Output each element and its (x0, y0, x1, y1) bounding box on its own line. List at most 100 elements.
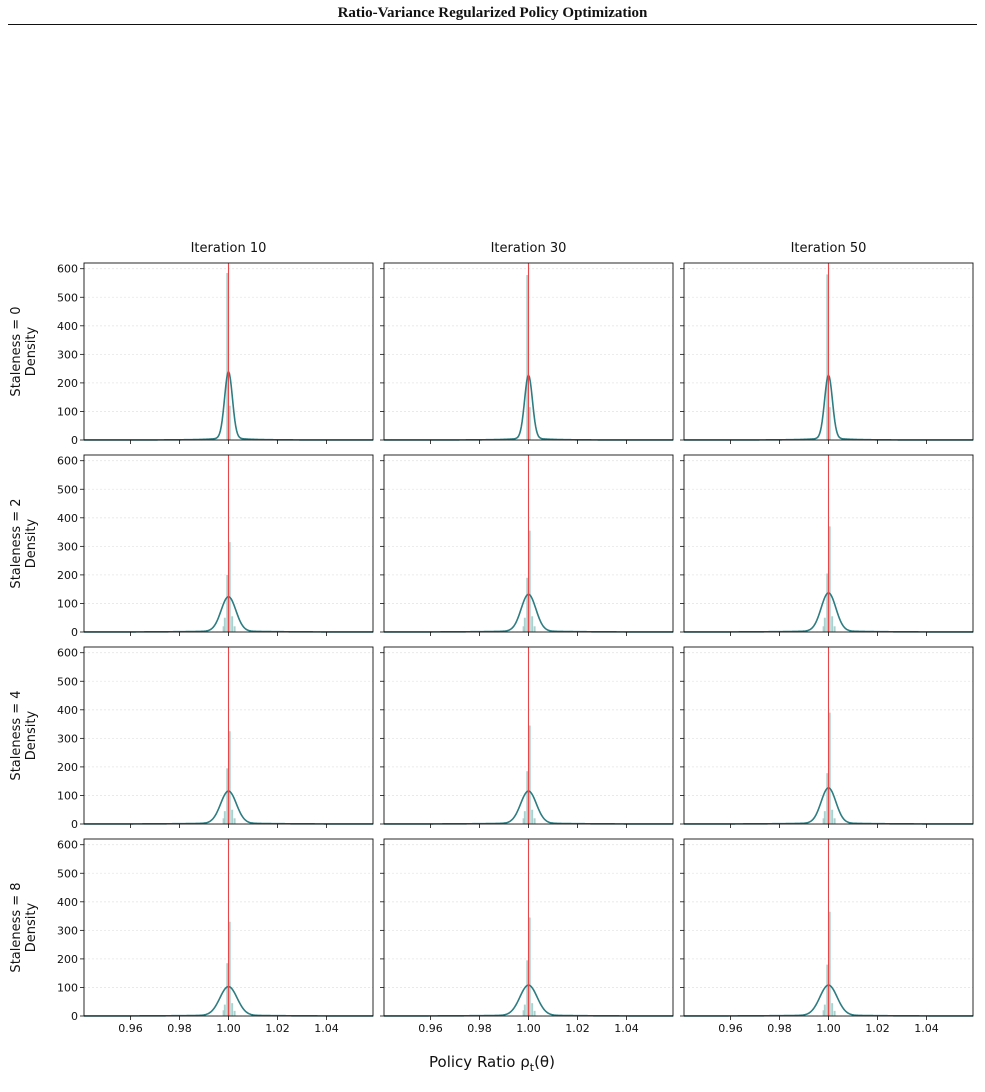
y-tick-label: 600 (57, 263, 78, 276)
histogram-bar (228, 542, 231, 632)
row-label-density: Density (24, 326, 39, 376)
row-label-staleness: Staleness = 0 (9, 306, 24, 396)
panel: 0.96 0.98 1.00 1.02 1.04 (380, 838, 674, 1035)
y-tick-label: 0 (71, 434, 78, 447)
y-tick-label: 400 (57, 704, 78, 717)
histogram-bar (528, 725, 531, 824)
y-tick-label: 400 (57, 896, 78, 909)
x-tick-label: 0.98 (767, 1022, 792, 1035)
y-tick-label: 200 (57, 761, 78, 774)
histogram-bar (531, 1003, 534, 1016)
paper-running-title: Ratio-Variance Regularized Policy Optimi… (337, 5, 648, 21)
y-tick-label: 0 (71, 1010, 78, 1023)
y-tick-label: 400 (57, 320, 78, 333)
histogram-bar (533, 626, 536, 632)
panel (680, 262, 974, 444)
x-tick-label: 1.04 (314, 1022, 339, 1035)
row-label: Staleness = 4Density (9, 690, 39, 780)
histogram-bar (831, 616, 834, 632)
y-tick-label: 300 (57, 540, 78, 553)
histogram-bar (233, 818, 236, 824)
x-tick-label: 0.98 (467, 1022, 492, 1035)
histogram-bar (226, 768, 229, 824)
row-label-staleness: Staleness = 2 (9, 498, 24, 588)
panel (680, 454, 974, 636)
histogram-bar (526, 577, 529, 632)
y-tick-label: 600 (57, 647, 78, 660)
panel: 0 100 200 300 400 500 600 (57, 646, 374, 831)
y-tick-label: 400 (57, 512, 78, 525)
y-tick-label: 0 (71, 818, 78, 831)
histogram-bar (826, 274, 829, 440)
histogram-bar (828, 911, 831, 1016)
y-tick-label: 300 (57, 732, 78, 745)
row-label-staleness: Staleness = 4 (9, 690, 24, 780)
histogram-bar (523, 617, 526, 632)
y-tick-label: 100 (57, 597, 78, 610)
histogram-bar (522, 626, 525, 632)
histogram-bar (233, 626, 236, 632)
y-tick-label: 500 (57, 483, 78, 496)
panel: 0 100 200 300 400 500 600 (57, 454, 374, 639)
histogram-bar (522, 818, 525, 824)
histogram-bar (233, 1010, 236, 1016)
y-tick-label: 300 (57, 924, 78, 937)
y-tick-label: 500 (57, 291, 78, 304)
x-axis-title-subscript: t (530, 1061, 535, 1074)
histogram-bar (823, 1004, 826, 1016)
histogram-bar (522, 1010, 525, 1016)
histogram-bar (833, 626, 836, 632)
histogram-bar (822, 818, 825, 824)
x-tick-label: 0.96 (718, 1022, 743, 1035)
histogram-bar (226, 574, 229, 632)
y-tick-label: 100 (57, 981, 78, 994)
histogram-bar (526, 960, 529, 1016)
histogram-bar (223, 617, 226, 632)
x-tick-label: 1.00 (816, 1022, 841, 1035)
x-tick-label: 0.96 (118, 1022, 143, 1035)
histogram-bar (826, 964, 829, 1016)
row-label-density: Density (24, 518, 39, 568)
x-tick-label: 1.02 (565, 1022, 590, 1035)
histogram-bar (831, 1003, 834, 1016)
histogram-bar (222, 1010, 225, 1016)
y-tick-label: 600 (57, 839, 78, 852)
row-label-staleness: Staleness = 8 (9, 882, 24, 972)
histogram-bar (222, 818, 225, 824)
panel (680, 646, 974, 828)
row-label: Staleness = 0Density (9, 306, 39, 396)
histogram-bar (223, 1004, 226, 1016)
y-tick-label: 200 (57, 569, 78, 582)
histogram-bar (823, 617, 826, 632)
panel (380, 262, 674, 444)
y-tick-label: 500 (57, 675, 78, 688)
column-title: Iteration 10 (191, 241, 267, 256)
page-header: Ratio-Variance Regularized Policy Optimi… (0, 0, 985, 27)
histogram-bar (231, 616, 234, 632)
row-label-density: Density (24, 710, 39, 760)
panel (380, 454, 674, 636)
histogram-bar (822, 1010, 825, 1016)
histogram-bar (228, 405, 231, 440)
x-tick-label: 1.02 (265, 1022, 290, 1035)
histogram-bar (533, 1010, 536, 1016)
histogram-bar (828, 526, 831, 632)
header-rule (8, 24, 977, 25)
histogram-bar (526, 274, 529, 440)
x-tick-label: 1.02 (865, 1022, 890, 1035)
histogram-bar (226, 272, 229, 440)
histogram-bar (531, 616, 534, 632)
y-tick-label: 200 (57, 377, 78, 390)
x-tick-label: 1.04 (914, 1022, 939, 1035)
histogram-bar (533, 818, 536, 824)
histogram-bar (833, 818, 836, 824)
histogram-bar (823, 811, 826, 824)
histogram-bar (228, 921, 231, 1016)
y-tick-label: 200 (57, 953, 78, 966)
histogram-bar (828, 407, 831, 440)
y-tick-label: 100 (57, 789, 78, 802)
y-tick-label: 100 (57, 405, 78, 418)
histogram-bar (828, 712, 831, 824)
column-title: Iteration 30 (491, 241, 567, 256)
histogram-bar (223, 811, 226, 824)
